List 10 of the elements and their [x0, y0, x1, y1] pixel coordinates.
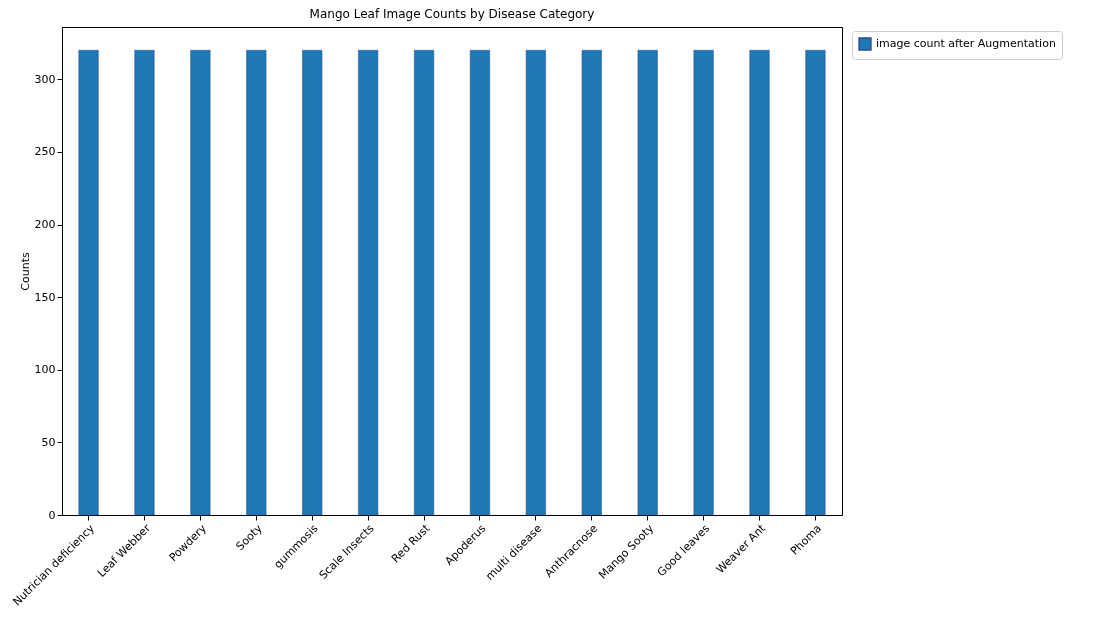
chart-title: Mango Leaf Image Counts by Disease Category [309, 7, 595, 21]
y-tick-label: 0 [48, 508, 56, 522]
y-tick-label: 200 [34, 218, 56, 232]
y-tick-label: 50 [41, 435, 56, 449]
y-tick-label: 300 [34, 72, 56, 86]
y-axis-title: Counts [18, 252, 32, 291]
legend-label: image count after Augmentation [876, 37, 1056, 50]
y-tick-label: 150 [34, 290, 56, 304]
y-tick-label: 100 [34, 363, 56, 377]
y-tick-label: 250 [34, 145, 56, 159]
